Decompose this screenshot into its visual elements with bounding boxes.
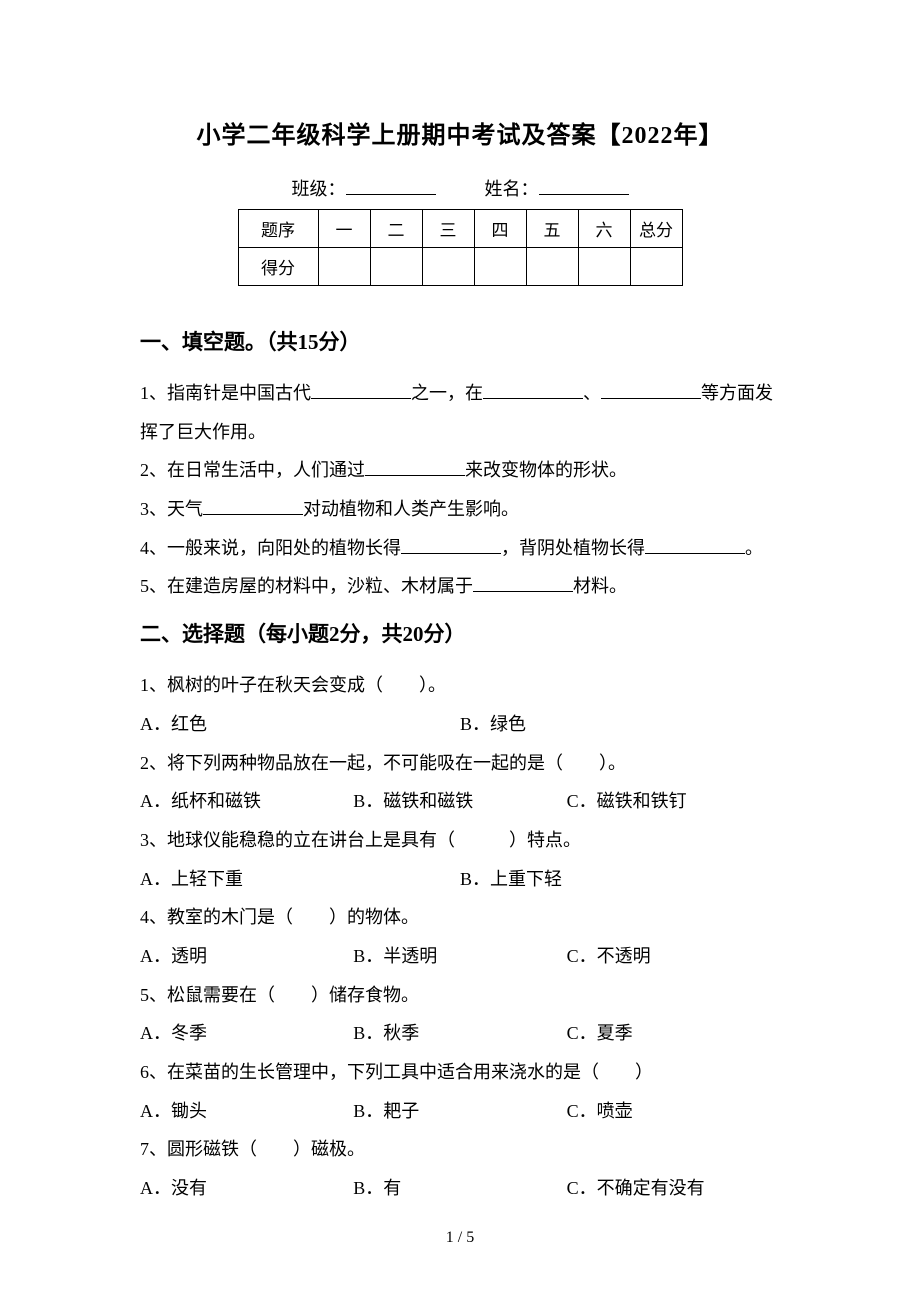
fill-blank[interactable] [473, 574, 573, 592]
score-cell[interactable] [370, 248, 422, 286]
score-cell[interactable] [526, 248, 578, 286]
option-b[interactable]: B．秋季 [353, 1014, 566, 1053]
q5-text-b: 材料。 [573, 576, 627, 596]
fill-q3: 3、天气 对动植物和人类产生影响。 [140, 490, 780, 529]
fill-blank[interactable] [203, 497, 303, 515]
fill-blank[interactable] [483, 381, 583, 399]
header-cell: 二 [370, 210, 422, 248]
q5-text-a: 5、在建造房屋的材料中，沙粒、木材属于 [140, 576, 473, 596]
score-cell[interactable] [318, 248, 370, 286]
option-b[interactable]: B．半透明 [353, 937, 566, 976]
score-cell[interactable] [630, 248, 682, 286]
fill-blank[interactable] [365, 458, 465, 476]
fill-blank[interactable] [401, 536, 501, 554]
option-a[interactable]: A．冬季 [140, 1014, 353, 1053]
q1-text-c: 、 [583, 383, 601, 403]
section-2-heading: 二、选择题（每小题2分，共20分） [140, 618, 780, 648]
q3-text-b: 对动植物和人类产生影响。 [303, 499, 519, 519]
option-b[interactable]: B．绿色 [460, 705, 780, 744]
score-cell[interactable] [422, 248, 474, 286]
score-cell[interactable] [474, 248, 526, 286]
option-b[interactable]: B．耙子 [353, 1092, 566, 1131]
option-a[interactable]: A．上轻下重 [140, 860, 460, 899]
choice-q3: 3、地球仪能稳稳的立在讲台上是具有（ ）特点。 [140, 821, 780, 860]
choice-q7-options: A．没有 B．有 C．不确定有没有 [140, 1169, 780, 1208]
header-cell: 一 [318, 210, 370, 248]
fill-q4: 4、一般来说，向阳处的植物长得 ，背阴处植物长得 。 [140, 529, 780, 568]
choice-q6: 6、在菜苗的生长管理中，下列工具中适合用来浇水的是（ ） [140, 1053, 780, 1092]
fill-blank[interactable] [645, 536, 745, 554]
page-number: 1 / 5 [0, 1229, 920, 1247]
option-c[interactable]: C．喷壶 [567, 1092, 780, 1131]
option-a[interactable]: A．没有 [140, 1169, 353, 1208]
choice-q5-options: A．冬季 B．秋季 C．夏季 [140, 1014, 780, 1053]
section-2: 二、选择题（每小题2分，共20分） 1、枫树的叶子在秋天会变成（ ）。 A．红色… [140, 618, 780, 1208]
section-1: 一、填空题。（共15分） 1、指南针是中国古代之一，在、等方面发挥了巨大作用。 … [140, 326, 780, 606]
fill-blank[interactable] [601, 381, 701, 399]
choice-q2-options: A．纸杯和磁铁 B．磁铁和磁铁 C．磁铁和铁钉 [140, 782, 780, 821]
student-info-line: 班级： 姓名： [140, 175, 780, 201]
choice-q2: 2、将下列两种物品放在一起，不可能吸在一起的是（ ）。 [140, 744, 780, 783]
q1-text-b: 之一，在 [411, 383, 483, 403]
fill-blank[interactable] [311, 381, 411, 399]
option-c[interactable]: C．夏季 [567, 1014, 780, 1053]
choice-q7: 7、圆形磁铁（ ）磁极。 [140, 1130, 780, 1169]
score-cell[interactable] [578, 248, 630, 286]
header-cell: 六 [578, 210, 630, 248]
q2-text-a: 2、在日常生活中，人们通过 [140, 460, 365, 480]
header-cell: 五 [526, 210, 578, 248]
choice-q4-options: A．透明 B．半透明 C．不透明 [140, 937, 780, 976]
choice-q5: 5、松鼠需要在（ ）储存食物。 [140, 976, 780, 1015]
header-cell: 题序 [238, 210, 318, 248]
section-1-heading: 一、填空题。（共15分） [140, 326, 780, 356]
table-row: 题序 一 二 三 四 五 六 总分 [238, 210, 682, 248]
choice-q4: 4、教室的木门是（ ）的物体。 [140, 898, 780, 937]
header-cell: 三 [422, 210, 474, 248]
q4-text-c: 。 [745, 538, 763, 558]
fill-q1: 1、指南针是中国古代之一，在、等方面发挥了巨大作用。 [140, 374, 780, 451]
choice-q1-options: A．红色 B．绿色 [140, 705, 780, 744]
option-b[interactable]: B．有 [353, 1169, 566, 1208]
option-b[interactable]: B．上重下轻 [460, 860, 780, 899]
fill-q5: 5、在建造房屋的材料中，沙粒、木材属于 材料。 [140, 567, 780, 606]
score-label-cell: 得分 [238, 248, 318, 286]
option-a[interactable]: A．锄头 [140, 1092, 353, 1131]
header-cell: 四 [474, 210, 526, 248]
class-blank[interactable] [346, 175, 436, 195]
q3-text-a: 3、天气 [140, 499, 203, 519]
option-a[interactable]: A．透明 [140, 937, 353, 976]
name-label: 姓名： [485, 179, 539, 199]
q4-text-b: ，背阴处植物长得 [501, 538, 645, 558]
q4-text-a: 4、一般来说，向阳处的植物长得 [140, 538, 401, 558]
choice-q3-options: A．上轻下重 B．上重下轻 [140, 860, 780, 899]
option-b[interactable]: B．磁铁和磁铁 [353, 782, 566, 821]
option-a[interactable]: A．纸杯和磁铁 [140, 782, 353, 821]
choice-q1: 1、枫树的叶子在秋天会变成（ ）。 [140, 666, 780, 705]
q1-text-a: 1、指南针是中国古代 [140, 383, 311, 403]
score-table: 题序 一 二 三 四 五 六 总分 得分 [238, 209, 683, 286]
option-c[interactable]: C．不透明 [567, 937, 780, 976]
exam-title: 小学二年级科学上册期中考试及答案【2022年】 [140, 115, 780, 150]
table-row: 得分 [238, 248, 682, 286]
name-blank[interactable] [539, 175, 629, 195]
choice-q6-options: A．锄头 B．耙子 C．喷壶 [140, 1092, 780, 1131]
option-c[interactable]: C．磁铁和铁钉 [567, 782, 780, 821]
fill-q2: 2、在日常生活中，人们通过 来改变物体的形状。 [140, 451, 780, 490]
class-label: 班级： [292, 179, 346, 199]
option-c[interactable]: C．不确定有没有 [567, 1169, 780, 1208]
q2-text-b: 来改变物体的形状。 [465, 460, 627, 480]
header-cell: 总分 [630, 210, 682, 248]
option-a[interactable]: A．红色 [140, 705, 460, 744]
